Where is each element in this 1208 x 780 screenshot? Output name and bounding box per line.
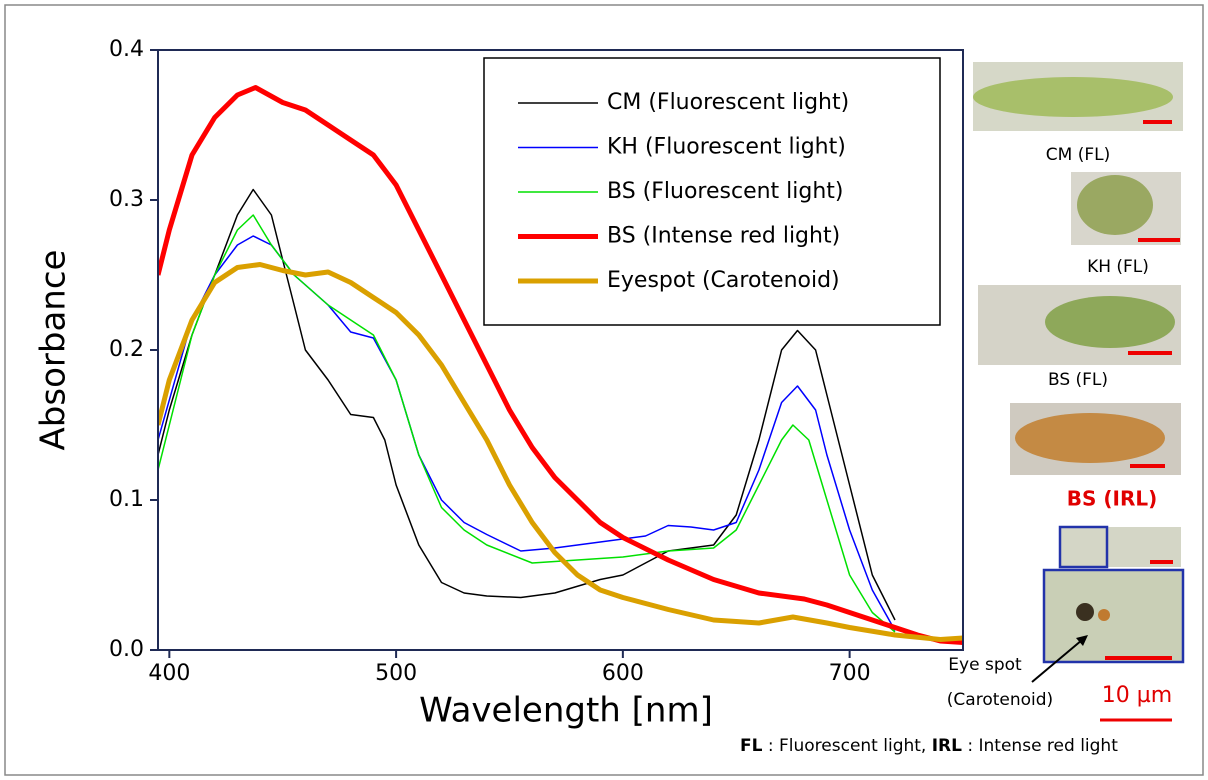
y-tick-label: 0.2 bbox=[109, 337, 144, 362]
series-line bbox=[158, 214, 896, 633]
footnote-text: : Fluorescent light, bbox=[762, 736, 931, 756]
legend-label: Eyespot (Carotenoid) bbox=[607, 268, 840, 293]
y-tick-label: 0.4 bbox=[109, 37, 144, 62]
plot-frame bbox=[157, 49, 964, 651]
eyespot bbox=[1098, 609, 1110, 621]
x-tick-label: 400 bbox=[148, 661, 190, 686]
legend-label: CM (Fluorescent light) bbox=[607, 90, 849, 115]
x-tick-label: 500 bbox=[375, 661, 417, 686]
micrographs bbox=[973, 62, 1185, 722]
cell bbox=[1077, 175, 1153, 235]
x-tick-label: 600 bbox=[602, 661, 644, 686]
image-label: BS (IRL) bbox=[1067, 487, 1157, 511]
image-label: BS (FL) bbox=[1048, 370, 1108, 390]
image-label: CM (FL) bbox=[1046, 145, 1110, 165]
y-tick-label: 0.1 bbox=[109, 487, 144, 512]
series-line bbox=[158, 188, 896, 621]
x-tick-label: 700 bbox=[829, 661, 871, 686]
image bbox=[1042, 568, 1185, 664]
plot-lines bbox=[158, 85, 963, 645]
y-tick-label: 0.3 bbox=[109, 187, 144, 212]
scale-label: 10 µm bbox=[1102, 683, 1172, 708]
arrow bbox=[1031, 639, 1083, 683]
eyespot bbox=[1076, 603, 1094, 621]
zoom-box bbox=[1058, 525, 1109, 569]
cell bbox=[1015, 413, 1165, 463]
x-axis-label: Wavelength [nm] bbox=[419, 691, 713, 731]
annotation: (Carotenoid) bbox=[947, 690, 1053, 710]
arrowhead bbox=[1076, 635, 1088, 646]
image-label: KH (FL) bbox=[1087, 257, 1149, 277]
y-tick-label: 0.0 bbox=[109, 637, 144, 662]
footnote: FL : Fluorescent light, IRL : Intense re… bbox=[740, 736, 1118, 756]
footnote-text: : Intense red light bbox=[962, 736, 1118, 756]
cell bbox=[1045, 296, 1175, 348]
footnote-abbr: FL bbox=[740, 736, 763, 756]
series-line bbox=[158, 262, 963, 642]
footnote-abbr: IRL bbox=[932, 736, 962, 756]
legend-label: BS (Fluorescent light) bbox=[607, 179, 844, 204]
legend-label: BS (Intense red light) bbox=[607, 224, 840, 249]
annotation: Eye spot bbox=[948, 655, 1022, 675]
legend-label: KH (Fluorescent light) bbox=[607, 135, 846, 160]
y-axis-label: Absorbance bbox=[34, 250, 74, 451]
series-line bbox=[158, 85, 963, 645]
cell bbox=[973, 77, 1173, 117]
